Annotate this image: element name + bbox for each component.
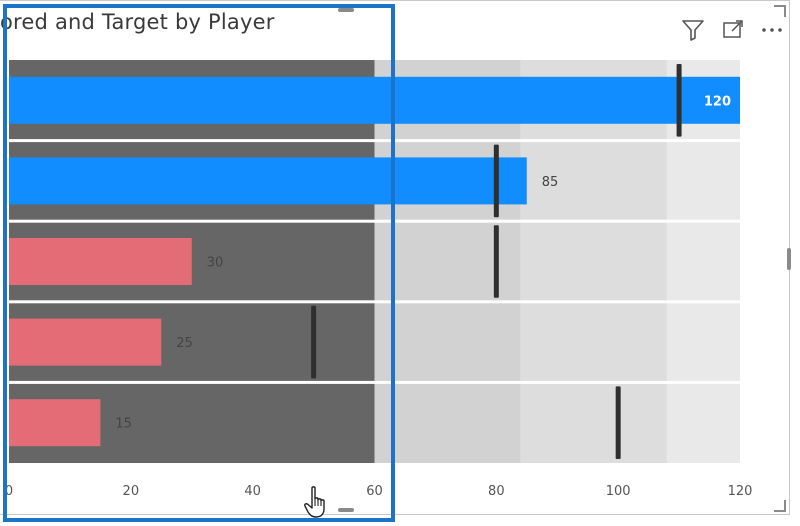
focus-mode-icon[interactable]: [720, 17, 746, 43]
target-marker-1: [493, 144, 499, 218]
more-options-icon[interactable]: [758, 17, 784, 43]
bar-2[interactable]: [9, 238, 192, 285]
target-marker-2: [493, 225, 499, 298]
data-label-4: 15: [115, 417, 132, 432]
x-tick-label: 60: [366, 484, 383, 499]
x-tick-label: 80: [488, 484, 505, 499]
hand-cursor-icon: [304, 485, 330, 523]
row-separator: [9, 139, 740, 143]
bar-0[interactable]: [9, 76, 740, 124]
selection-handle-top[interactable]: [338, 8, 354, 12]
resize-handle-bottom-right[interactable]: [774, 500, 786, 512]
row-separator: [9, 380, 740, 384]
target-marker-0: [676, 64, 682, 137]
x-tick-label: 120: [728, 484, 753, 499]
row-separator: [9, 219, 740, 223]
target-marker-4: [615, 386, 621, 459]
bar-4[interactable]: [9, 399, 101, 447]
resize-handle-top-right[interactable]: [774, 5, 786, 17]
data-label-0: 120: [704, 94, 731, 109]
row-separator: [9, 300, 740, 304]
data-label-3: 25: [176, 336, 193, 351]
filter-icon[interactable]: [680, 17, 706, 43]
x-tick-label: 0: [5, 484, 13, 499]
chart-title: ored and Target by Player: [0, 10, 275, 34]
bar-3[interactable]: [9, 318, 162, 366]
selection-handle-bottom[interactable]: [338, 508, 354, 512]
resize-handle-right[interactable]: [787, 248, 791, 270]
x-tick-label: 100: [606, 484, 631, 499]
bar-1[interactable]: [9, 157, 527, 205]
data-label-1: 85: [542, 175, 559, 190]
band-2: [520, 60, 667, 463]
x-tick-label: 40: [244, 484, 261, 499]
data-label-2: 30: [207, 256, 224, 271]
x-tick-label: 20: [123, 484, 140, 499]
target-marker-3: [311, 305, 317, 379]
